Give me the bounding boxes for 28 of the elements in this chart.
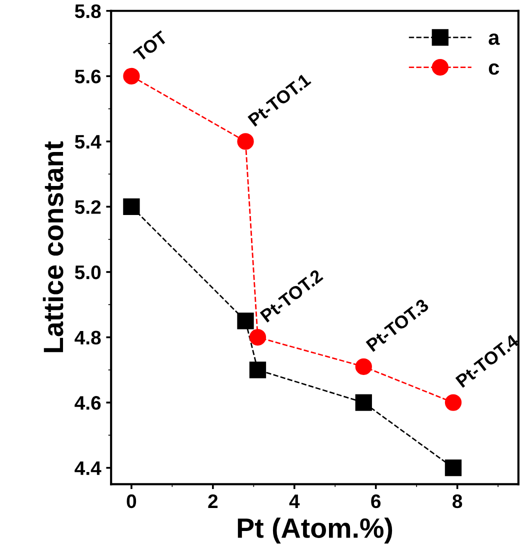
- point: [444, 394, 462, 411]
- x-tick-label: 2: [208, 494, 218, 508]
- point: [355, 358, 372, 375]
- x-tick-label: 8: [452, 494, 462, 508]
- x-tick-label: 0: [126, 494, 136, 508]
- point: [237, 312, 254, 330]
- point: [249, 328, 266, 346]
- annotation: TOT: [132, 30, 168, 62]
- legend-label: a: [488, 34, 500, 45]
- y-tick-label: 4.6: [74, 396, 101, 410]
- point: [249, 362, 266, 378]
- y-tick-label: 4.8: [74, 330, 101, 345]
- point: [355, 394, 372, 411]
- point: [237, 133, 254, 150]
- y-tick-label: 5.0: [74, 265, 101, 280]
- point: [123, 68, 140, 84]
- legend-label: c: [488, 63, 500, 75]
- y-tick-label: 5.6: [74, 70, 101, 84]
- y-axis-title: Lattice constant: [42, 141, 64, 352]
- point: [123, 198, 140, 216]
- x-tick-label: 4: [289, 494, 300, 508]
- x-axis-title: Pt (Atom.%): [238, 518, 392, 544]
- y-tick-label: 5.2: [74, 200, 101, 214]
- y-tick-label: 5.8: [74, 4, 101, 18]
- x-tick-label: 6: [371, 494, 381, 508]
- y-tick-label: 5.4: [74, 135, 102, 149]
- point: [444, 460, 462, 476]
- y-tick-label: 4.4: [74, 462, 102, 475]
